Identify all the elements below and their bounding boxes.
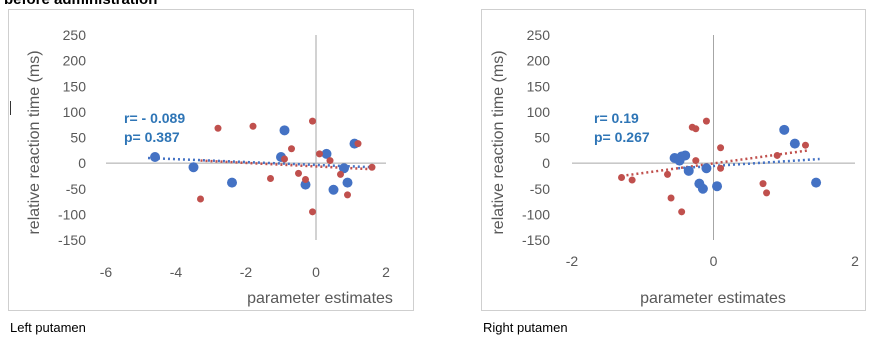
right-correlation-p: p= 0.267 [594, 129, 650, 145]
right-ytick-label: 200 [527, 53, 551, 69]
right-xtick-label: 0 [710, 253, 718, 269]
right-ytick-label: 0 [542, 155, 550, 171]
right-y-axis-label: relative reaction time (ms) [490, 50, 507, 234]
right-ytick-label: -50 [530, 181, 550, 197]
left-data-point-series-1 [316, 150, 323, 158]
left-data-point-series-1 [288, 145, 295, 153]
left-data-point-series-1 [302, 176, 309, 184]
left-data-point-series-0 [321, 148, 332, 159]
right-ytick-label: 50 [534, 130, 550, 146]
left-data-point-series-1 [214, 124, 222, 132]
left-ytick-label: -100 [58, 206, 86, 222]
left-data-point-series-1 [295, 169, 302, 177]
left-data-point-series-0 [150, 151, 160, 162]
right-data-point-series-1 [773, 151, 781, 159]
right-data-point-series-1 [801, 141, 809, 149]
left-ytick-label: 200 [63, 53, 87, 69]
left-ytick-label: -50 [66, 181, 86, 197]
right-ytick-label: 100 [527, 104, 551, 120]
right-data-point-series-1 [702, 117, 710, 125]
left-ytick-label: 50 [70, 130, 86, 146]
right-data-point-series-1 [759, 180, 767, 188]
left-xtick-label: 0 [312, 264, 320, 280]
right-data-point-series-0 [701, 163, 712, 174]
text-cursor-mark [10, 101, 11, 115]
left-data-point-series-0 [300, 179, 311, 190]
left-ytick-label: 150 [63, 78, 87, 94]
right-data-point-series-0 [789, 138, 800, 149]
left-data-point-series-0 [339, 163, 349, 174]
left-putamen-caption: Left putamen [10, 320, 86, 335]
right-data-point-series-1 [692, 157, 700, 165]
left-data-point-series-1 [326, 157, 334, 165]
left-putamen-chart-panel: -150 -100 -50 0 50 100 150 200 250 -6 -4 -2 0 2 relati… [8, 9, 414, 311]
left-xtick-label: -2 [240, 264, 253, 280]
left-xtick-label: 2 [382, 264, 390, 280]
right-xtick-label: 2 [851, 253, 859, 269]
left-data-point-series-1 [309, 208, 316, 216]
left-data-point-series-0 [188, 162, 199, 173]
right-data-point-series-1 [664, 170, 672, 178]
right-xtick-label: -2 [566, 253, 579, 269]
right-data-point-series-1 [628, 176, 636, 184]
left-x-axis-label: parameter estimates [247, 290, 393, 307]
right-data-point-series-0 [683, 165, 694, 176]
left-data-point-series-1 [354, 140, 362, 148]
left-xtick-label: -4 [170, 264, 183, 280]
right-ytick-label: 250 [527, 27, 551, 43]
left-correlation-r: r= - 0.089 [124, 110, 185, 126]
left-data-point-series-1 [267, 175, 274, 182]
left-data-point-series-1 [249, 122, 257, 130]
right-ytick-label: -100 [522, 206, 550, 222]
left-putamen-scatter-plot: -150 -100 -50 0 50 100 150 200 250 -6 -4 -2 0 2 relati… [26, 27, 393, 307]
left-correlation-p: p= 0.387 [124, 129, 180, 145]
right-putamen-chart-panel: -150 -100 -50 0 50 100 150 200 250 -2 0 2 relative r… [481, 9, 866, 311]
left-data-point-series-1 [344, 191, 351, 199]
left-data-point-series-0 [342, 177, 353, 188]
right-data-point-series-1 [667, 194, 675, 202]
right-data-point-series-0 [779, 124, 790, 135]
right-data-point-series-1 [717, 144, 725, 152]
right-putamen-caption: Right putamen [483, 320, 568, 335]
right-ytick-label: 150 [527, 78, 551, 94]
right-data-point-series-0 [712, 181, 723, 192]
right-data-point-series-1 [678, 208, 686, 216]
left-data-point-series-1 [309, 117, 316, 125]
right-x-axis-label: parameter estimates [640, 290, 786, 307]
right-data-point-series-0 [697, 183, 708, 194]
left-trendline-series-1 [200, 159, 373, 171]
right-data-point-series-1 [717, 164, 725, 172]
right-data-point-series-0 [680, 150, 691, 161]
left-data-point-series-1 [281, 155, 288, 163]
right-data-point-series-1 [763, 189, 771, 197]
right-trendline-series-0 [678, 157, 820, 170]
left-data-point-series-1 [368, 163, 376, 171]
left-ytick-label: 250 [63, 27, 87, 43]
left-data-point-series-0 [328, 184, 339, 195]
right-data-point-series-1 [618, 173, 626, 181]
right-trendline-series-1 [621, 149, 810, 178]
left-data-point-series-1 [197, 195, 204, 203]
left-y-axis-label: relative reaction time (ms) [26, 50, 43, 234]
right-data-point-series-1 [692, 125, 700, 133]
left-ytick-label: -150 [58, 232, 86, 248]
left-xtick-label: -6 [100, 264, 113, 280]
right-putamen-scatter-plot: -150 -100 -50 0 50 100 150 200 250 -2 0 2 relative r… [490, 27, 859, 307]
right-data-point-series-0 [811, 177, 822, 188]
figure-header: before administration [4, 0, 157, 8]
right-ytick-label: -150 [522, 232, 550, 248]
left-ytick-label: 0 [78, 155, 86, 171]
left-ytick-label: 100 [63, 104, 87, 120]
left-trendline-series-0 [147, 156, 373, 169]
left-data-point-series-1 [337, 170, 344, 178]
left-data-point-series-0 [279, 125, 290, 136]
left-data-point-series-0 [227, 177, 237, 188]
right-correlation-r: r= 0.19 [594, 110, 639, 126]
